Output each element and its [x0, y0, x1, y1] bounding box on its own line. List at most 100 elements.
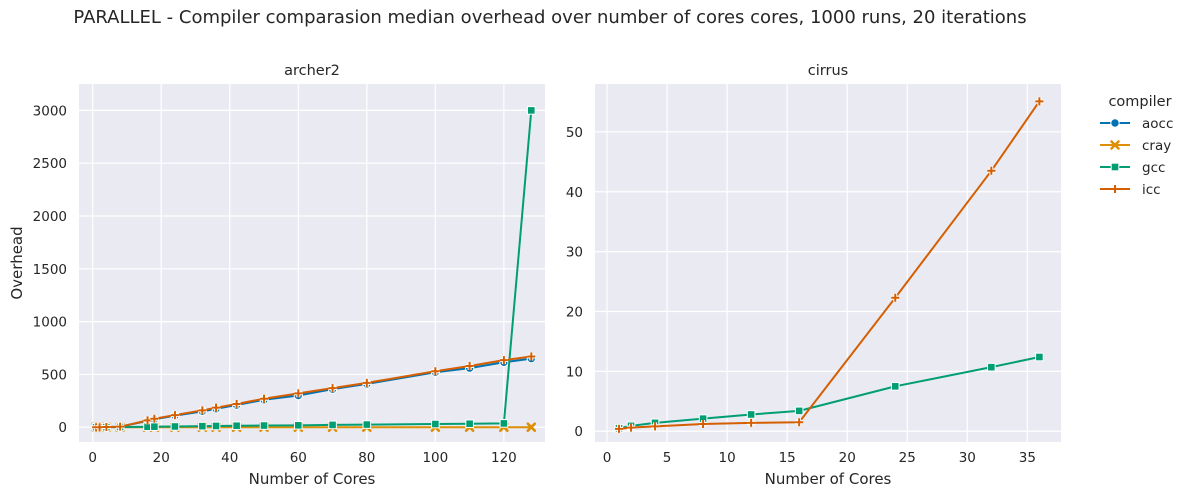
x-tick-label: 120 [491, 450, 517, 466]
y-tick-label: 3000 [33, 103, 67, 119]
legend-entry-cray: cray [1100, 138, 1171, 154]
legend-marker [1110, 118, 1120, 128]
data-point-gcc [150, 422, 159, 431]
legend-entry-gcc: gcc [1100, 160, 1165, 176]
series-icc [615, 97, 1044, 433]
y-axis-label: Overhead [8, 226, 26, 299]
subplot-title: cirrus [808, 63, 848, 79]
plot-area [79, 84, 545, 442]
data-point-gcc [1035, 352, 1044, 362]
legend-label: icc [1142, 182, 1161, 198]
data-point-icc [527, 352, 536, 361]
data-point-gcc [198, 421, 207, 431]
x-axis-label: Number of Cores [249, 470, 376, 488]
legend: compiler aocc cray gcc icc [1100, 94, 1173, 198]
legend-marker [1110, 162, 1120, 172]
data-point-icc [627, 423, 636, 432]
x-tick-label: 5 [663, 450, 672, 466]
legend-label: aocc [1142, 116, 1173, 132]
data-point-icc [116, 422, 125, 431]
y-tick-label: 30 [566, 245, 583, 261]
data-point-gcc [987, 362, 996, 372]
x-tick-label: 60 [290, 450, 307, 466]
x-tick-label: 0 [88, 450, 97, 466]
data-point-icc [1035, 97, 1044, 106]
data-point-icc [747, 418, 756, 427]
data-point-icc [212, 403, 221, 412]
data-point-gcc [170, 422, 180, 431]
series-group [614, 97, 1044, 433]
y-tick-label: 0 [58, 420, 67, 436]
data-point-gcc [746, 410, 756, 419]
data-point-icc [465, 361, 474, 370]
plot-area [595, 84, 1061, 442]
data-point-gcc [499, 419, 509, 428]
y-tick-label: 0 [574, 424, 583, 440]
data-point-gcc [465, 419, 474, 429]
x-tick-label: 25 [899, 450, 916, 466]
subplot-title: archer2 [284, 63, 340, 79]
data-point-icc [615, 424, 624, 433]
y-tick-label: 10 [566, 364, 583, 380]
x-tick-label: 35 [1019, 450, 1036, 466]
data-point-icc [699, 420, 708, 429]
legend-marker [1110, 140, 1120, 150]
data-point-icc [95, 423, 104, 432]
legend-entry-aocc: aocc [1100, 116, 1173, 132]
x-tick-label: 100 [422, 450, 448, 466]
subplot-cirrus: 0 5 10 15 20 25 30 35 0 10 20 30 40 50 cirrus Number of… [566, 63, 1061, 488]
data-point-icc [150, 414, 159, 423]
subplot-archer2: 0 20 40 60 80 100 120 0 500 1000 1500 2000 2500 3000 a… [8, 63, 545, 488]
data-point-gcc [328, 420, 337, 430]
data-point-gcc [293, 421, 303, 430]
data-point-icc [260, 394, 269, 403]
legend-marker [1111, 185, 1119, 193]
x-tick-label: 15 [779, 450, 796, 466]
data-point-icc [499, 356, 508, 365]
y-tick-label: 500 [41, 367, 67, 383]
legend-label: gcc [1142, 160, 1165, 176]
grid [595, 84, 1061, 442]
legend-entry-icc: icc [1100, 182, 1161, 198]
data-point-icc [198, 406, 207, 415]
data-point-gcc [431, 419, 440, 429]
x-axis-label: Number of Cores [765, 470, 892, 488]
data-point-icc [362, 378, 371, 387]
data-point-icc [328, 384, 337, 393]
x-tick-label: 80 [358, 450, 375, 466]
x-tick-label: 20 [839, 450, 856, 466]
x-tick-label: 30 [959, 450, 976, 466]
data-point-icc [987, 166, 996, 175]
x-tick-label: 40 [221, 450, 238, 466]
x-tick-label: 0 [603, 450, 612, 466]
y-tick-label: 20 [566, 304, 583, 320]
data-point-icc [170, 411, 179, 420]
data-point-icc [143, 416, 152, 425]
data-point-gcc [211, 421, 221, 431]
y-tick-label: 2000 [33, 209, 67, 225]
data-point-gcc [232, 421, 241, 431]
y-tick-label: 2500 [33, 156, 67, 172]
data-point-icc [102, 423, 111, 432]
data-point-icc [294, 389, 303, 398]
y-tick-label: 50 [566, 125, 583, 141]
data-point-icc [431, 367, 440, 376]
data-point-gcc [794, 406, 804, 416]
legend-title: compiler [1108, 94, 1171, 110]
data-point-cray [526, 422, 537, 433]
y-tick-label: 1500 [33, 262, 67, 278]
data-point-icc [651, 422, 660, 431]
data-point-icc [795, 418, 804, 427]
x-tick-label: 10 [719, 450, 736, 466]
y-tick-label: 40 [566, 185, 583, 201]
data-point-gcc [362, 420, 372, 429]
x-tick-label: 20 [153, 450, 170, 466]
y-tick-label: 1000 [33, 315, 67, 331]
figure-title: PARALLEL - Compiler comparasion median o… [73, 7, 1027, 28]
data-point-icc [891, 293, 900, 302]
data-point-gcc [890, 382, 900, 391]
data-point-gcc [526, 106, 536, 115]
data-point-gcc [259, 421, 269, 430]
series-icc [92, 352, 536, 432]
